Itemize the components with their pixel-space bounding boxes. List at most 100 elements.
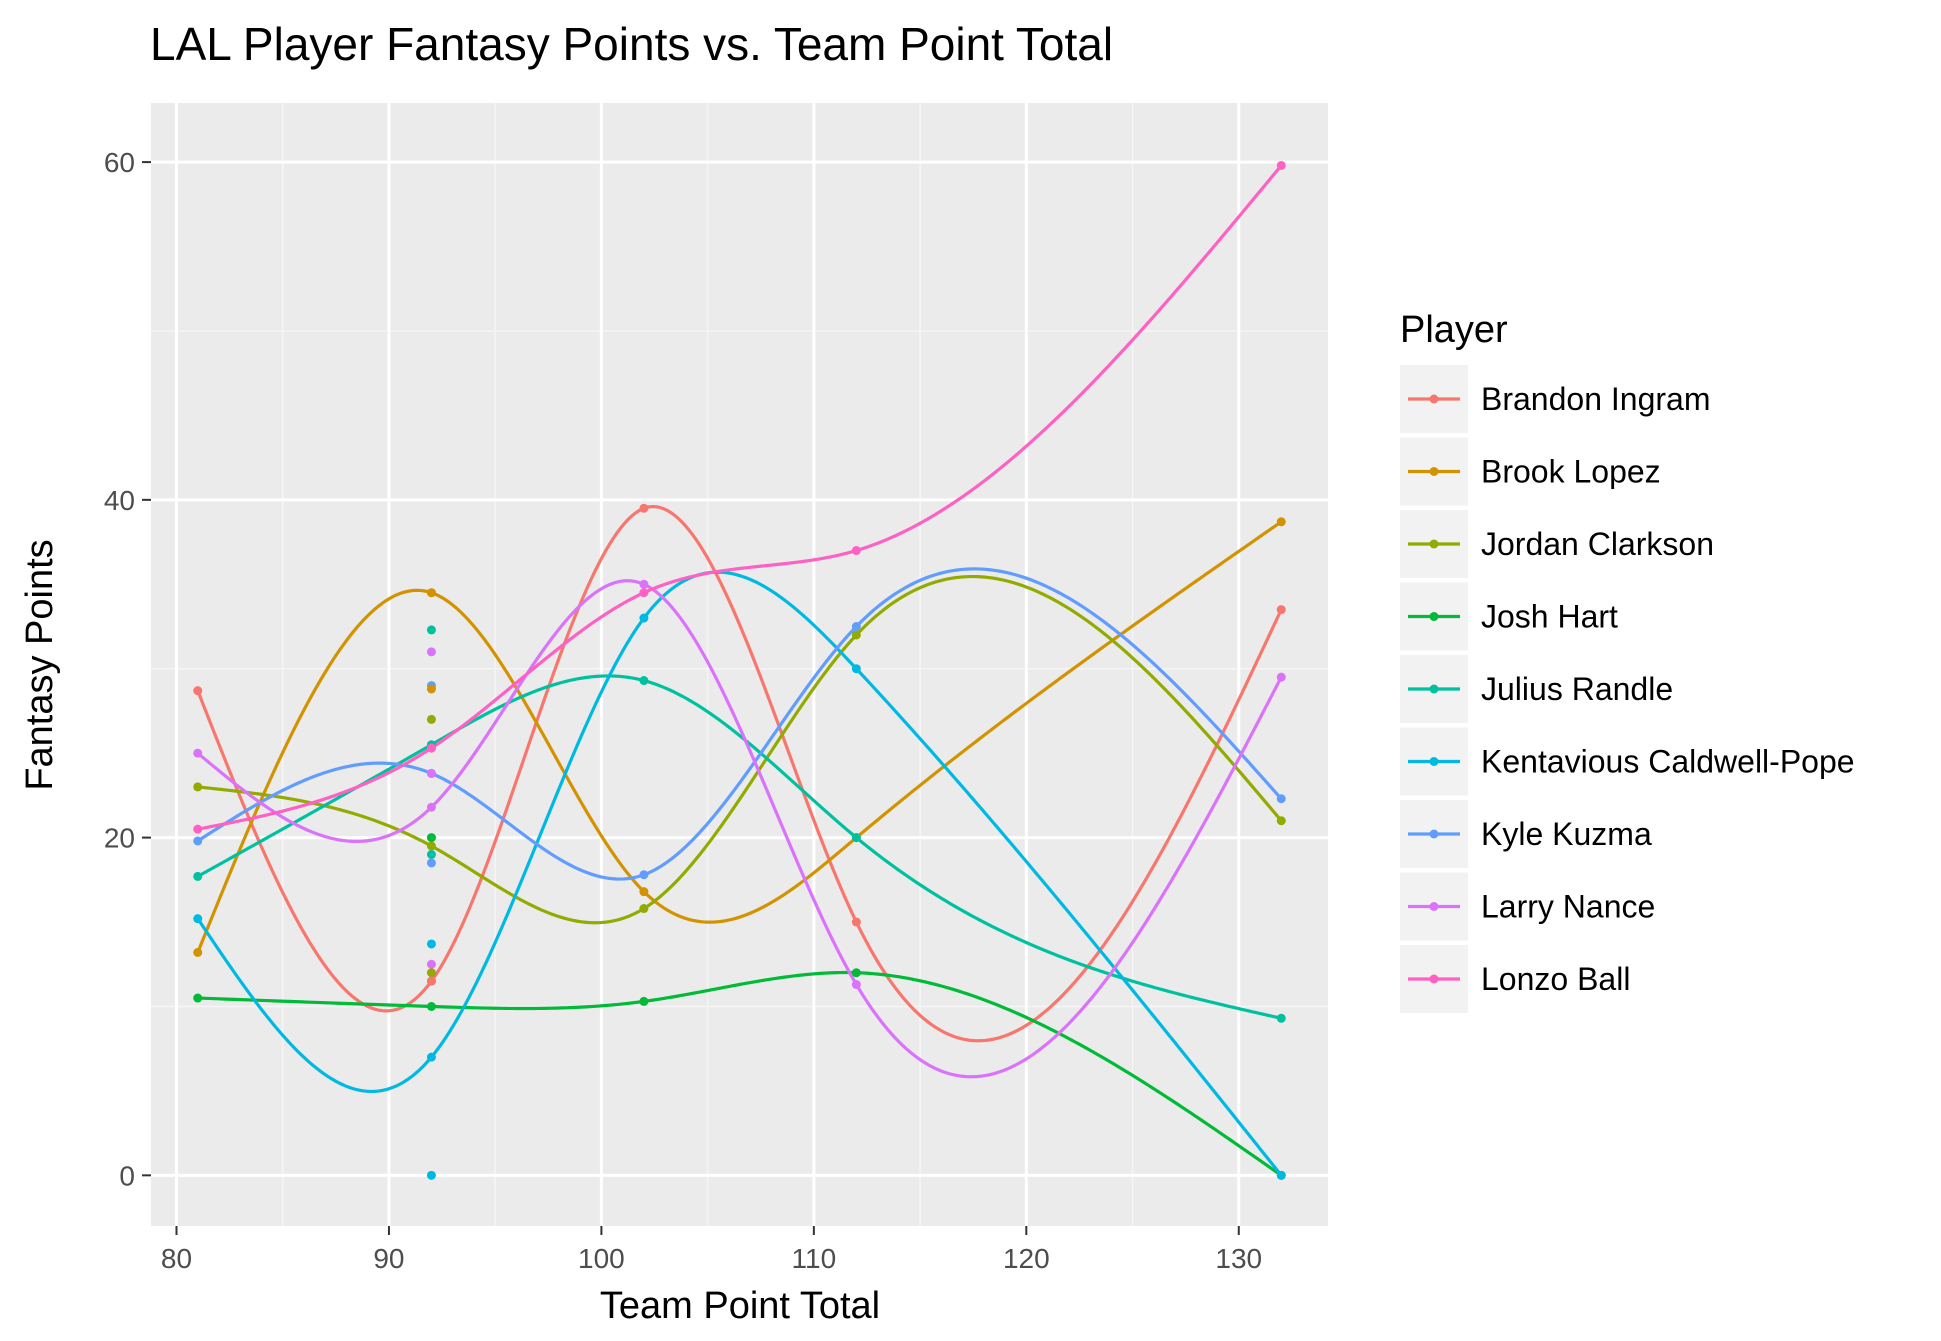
- series-points: [193, 160, 1286, 1180]
- legend-key-point: [1429, 902, 1439, 911]
- point-lonzo-ball: [193, 824, 203, 834]
- legend-label-larry-nance: Larry Nance: [1481, 889, 1655, 925]
- series-line-josh-hart: [197, 970, 1283, 1177]
- point-kentavious-caldwell-pope: [426, 1052, 436, 1062]
- point-lonzo-ball: [426, 743, 436, 753]
- legend-key-point: [1429, 539, 1439, 549]
- point-brook-lopez: [193, 947, 203, 957]
- point-jordan-clarkson: [426, 968, 436, 978]
- series-line-julius-randle: [196, 674, 1282, 1020]
- point-jordan-clarkson: [426, 714, 436, 724]
- point-julius-randle: [193, 871, 203, 881]
- legend-label-kyle-kuzma: Kyle Kuzma: [1481, 816, 1652, 852]
- x-tick-label: 110: [792, 1243, 837, 1274]
- point-jordan-clarkson: [639, 904, 649, 914]
- point-brandon-ingram: [639, 503, 649, 513]
- point-kentavious-caldwell-pope: [851, 664, 861, 674]
- point-kentavious-caldwell-pope: [639, 613, 649, 623]
- series-line-lonzo-ball: [197, 164, 1283, 831]
- point-kyle-kuzma: [639, 870, 649, 880]
- x-tick-label: 100: [578, 1243, 625, 1274]
- point-larry-nance: [426, 959, 436, 969]
- point-julius-randle: [851, 833, 861, 843]
- point-larry-nance: [639, 579, 649, 589]
- point-brook-lopez: [1276, 517, 1286, 527]
- point-larry-nance: [426, 802, 436, 812]
- legend-title: Player: [1400, 309, 1508, 351]
- legend-label-lonzo-ball: Lonzo Ball: [1481, 961, 1630, 997]
- point-josh-hart: [193, 993, 203, 1003]
- series-line-larry-nance: [196, 579, 1283, 1079]
- point-kentavious-caldwell-pope: [426, 1170, 436, 1180]
- point-brook-lopez: [426, 588, 436, 598]
- legend-items: Brandon Ingram Brook Lopez Jordan Clarkson…: [1400, 365, 1855, 1013]
- legend-label-kentavious-caldwell-pope: Kentavious Caldwell-Pope: [1481, 744, 1855, 780]
- series-line-jordan-clarkson: [197, 574, 1283, 925]
- point-lonzo-ball: [1276, 160, 1286, 170]
- series-lines: [196, 164, 1283, 1177]
- point-jordan-clarkson: [1276, 816, 1286, 826]
- point-jordan-clarkson: [193, 782, 203, 792]
- series-line-kentavious-caldwell-pope: [196, 570, 1283, 1177]
- legend-key-point: [1429, 394, 1439, 404]
- y-axis: 0 20 40 60: [104, 147, 151, 1191]
- point-brook-lopez: [639, 887, 649, 897]
- point-lonzo-ball: [851, 546, 861, 556]
- legend-key-point: [1429, 829, 1439, 839]
- point-brandon-ingram: [426, 976, 436, 986]
- point-kentavious-caldwell-pope: [426, 939, 436, 949]
- legend-key-point: [1429, 684, 1439, 694]
- plot-panel: [151, 103, 1328, 1226]
- legend-label-brandon-ingram: Brandon Ingram: [1481, 381, 1710, 417]
- grid-major: [151, 103, 1328, 1226]
- y-axis-label: Fantasy Points: [19, 539, 61, 790]
- point-larry-nance: [426, 768, 436, 778]
- legend: Player Brandon Ingram Brook Lopez Jordan C…: [1400, 309, 1855, 1013]
- x-tick-label: 80: [161, 1243, 192, 1274]
- chart-title: LAL Player Fantasy Points vs. Team Point…: [150, 18, 1113, 70]
- point-julius-randle: [639, 676, 649, 686]
- point-josh-hart: [426, 833, 436, 843]
- point-josh-hart: [639, 996, 649, 1006]
- y-tick-label: 0: [119, 1160, 135, 1191]
- point-jordan-clarkson: [851, 630, 861, 640]
- legend-label-josh-hart: Josh Hart: [1481, 599, 1618, 635]
- series-line-kyle-kuzma: [196, 567, 1283, 881]
- point-jordan-clarkson: [426, 841, 436, 851]
- point-kyle-kuzma: [426, 858, 436, 868]
- point-josh-hart: [426, 1001, 436, 1011]
- point-brook-lopez: [426, 684, 436, 694]
- x-tick-label: 120: [1003, 1243, 1050, 1274]
- point-larry-nance: [193, 748, 203, 758]
- point-kyle-kuzma: [193, 836, 203, 846]
- y-tick-label: 20: [104, 823, 135, 854]
- series-line-brook-lopez: [196, 520, 1283, 954]
- point-kentavious-caldwell-pope: [1276, 1170, 1286, 1180]
- point-larry-nance: [426, 647, 436, 657]
- legend-key-point: [1429, 612, 1439, 621]
- legend-key-point: [1429, 467, 1439, 476]
- point-larry-nance: [851, 980, 861, 990]
- x-axis: 80 90 100 110 120 130: [161, 1226, 1262, 1274]
- point-brandon-ingram: [193, 686, 203, 696]
- point-julius-randle: [1276, 1013, 1286, 1023]
- x-axis-label: Team Point Total: [600, 1285, 880, 1327]
- point-josh-hart: [851, 968, 861, 978]
- legend-label-jordan-clarkson: Jordan Clarkson: [1481, 526, 1714, 562]
- x-tick-label: 130: [1215, 1243, 1262, 1274]
- point-julius-randle: [426, 625, 436, 635]
- point-brandon-ingram: [851, 917, 861, 927]
- point-kentavious-caldwell-pope: [193, 914, 203, 924]
- x-tick-label: 90: [373, 1243, 404, 1274]
- legend-key-point: [1429, 974, 1439, 984]
- point-lonzo-ball: [639, 588, 649, 598]
- y-tick-label: 40: [104, 485, 135, 516]
- point-brandon-ingram: [1276, 605, 1286, 615]
- point-julius-randle: [426, 849, 436, 859]
- point-kyle-kuzma: [1276, 794, 1286, 804]
- point-larry-nance: [1276, 672, 1286, 682]
- y-tick-label: 60: [104, 147, 135, 178]
- legend-label-brook-lopez: Brook Lopez: [1481, 454, 1661, 490]
- point-kyle-kuzma: [851, 622, 861, 632]
